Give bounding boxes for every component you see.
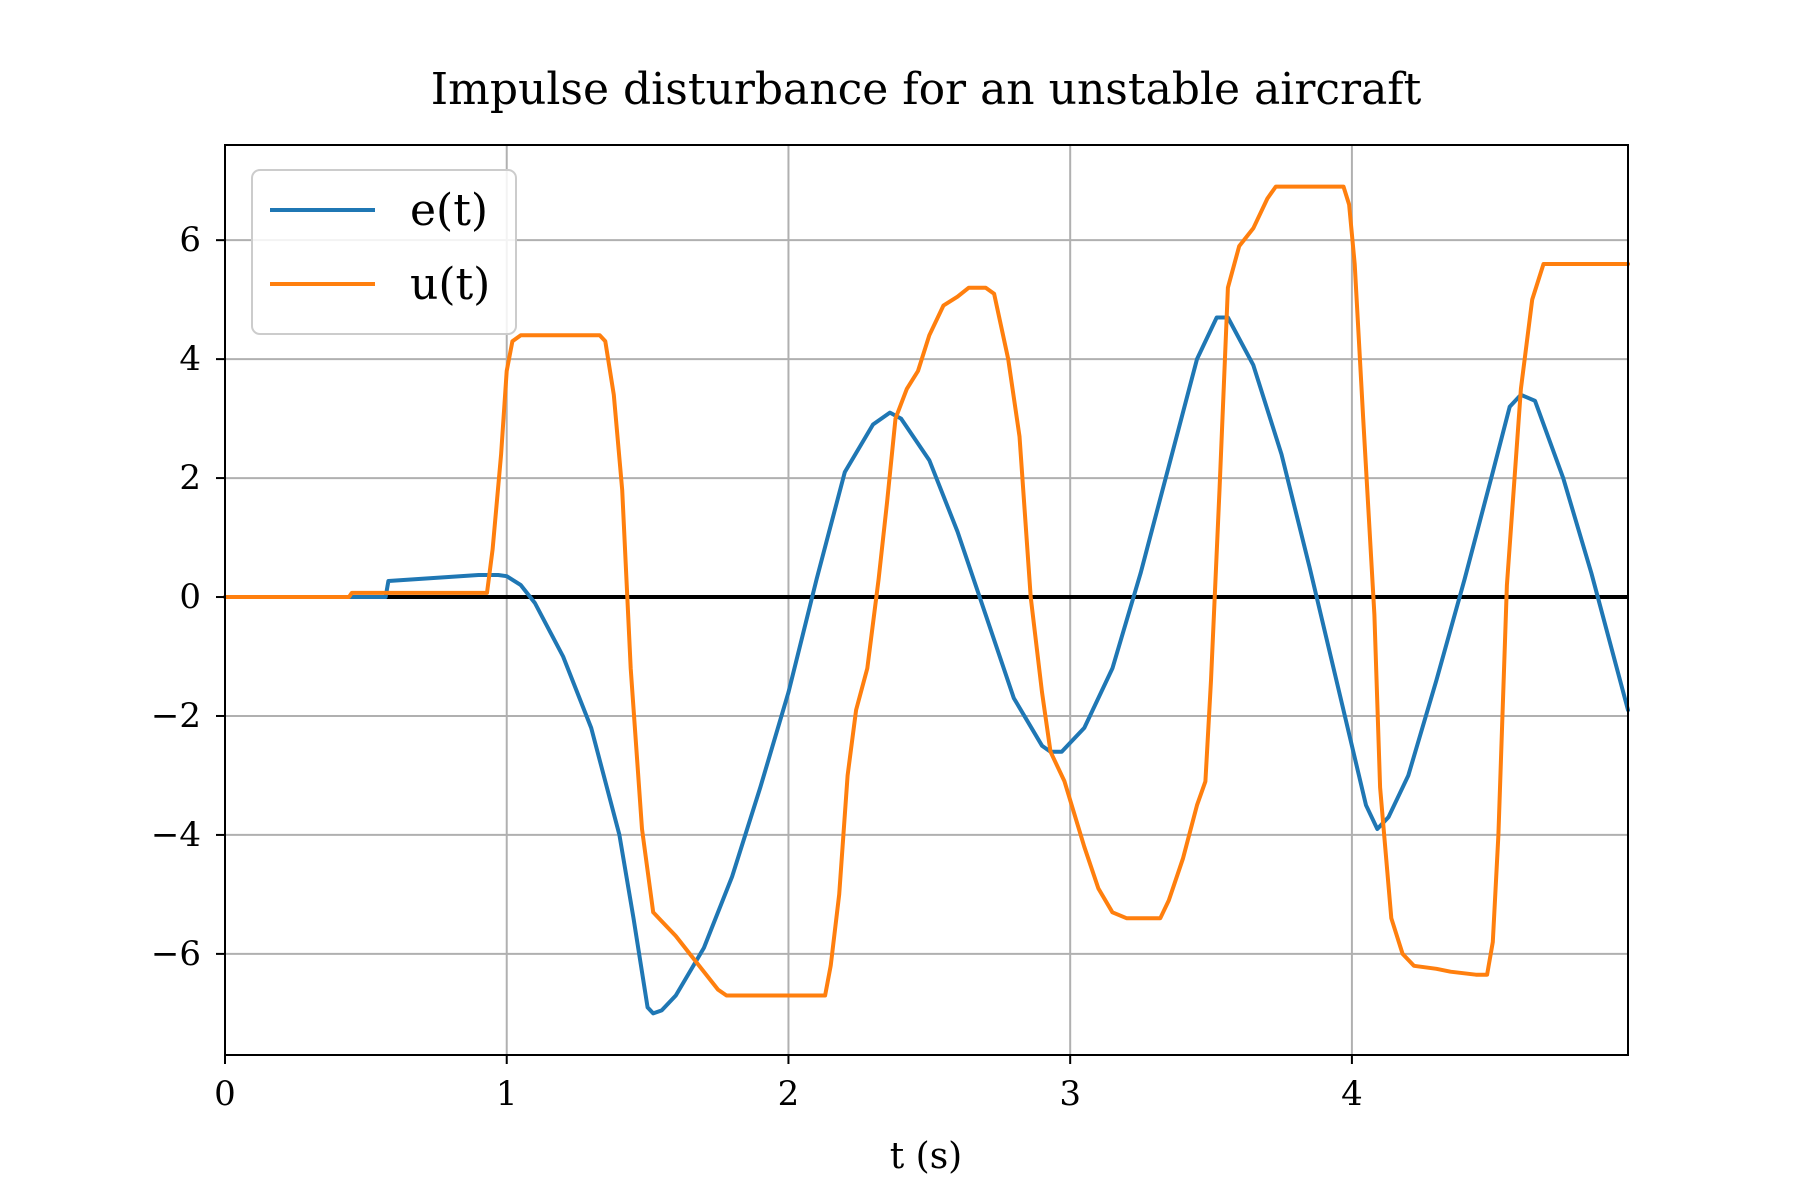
y-tick-label: 2 (179, 458, 201, 498)
series-line-e (223, 315, 1630, 1016)
y-tick-label: 0 (179, 577, 201, 617)
chart-title: Impulse disturbance for an unstable airc… (431, 64, 1422, 115)
y-tick-label: −4 (151, 815, 201, 855)
y-tick-label: 4 (179, 339, 201, 379)
y-tick-label: 6 (179, 220, 201, 260)
legend: e(t) u(t) (251, 169, 517, 335)
x-tick-label: 0 (214, 1074, 236, 1114)
legend-label-u: u(t) (410, 259, 490, 310)
x-tick-label: 3 (1059, 1074, 1081, 1114)
x-tick-label: 1 (496, 1074, 518, 1114)
x-tick-label: 4 (1341, 1074, 1363, 1114)
x-axis-label: t (s) (890, 1136, 962, 1177)
series-layer (223, 184, 1630, 1016)
x-tick-label: 2 (778, 1074, 800, 1114)
series-line-u (223, 184, 1630, 998)
plot-frame (224, 144, 1629, 1056)
tick-layer: 0 1 2 3 4 −6 −4 −2 0 2 4 6 (151, 220, 1363, 1114)
y-tick-label: −2 (151, 696, 201, 736)
legend-label-e: e(t) (410, 185, 488, 236)
y-tick-label: −6 (151, 934, 201, 974)
